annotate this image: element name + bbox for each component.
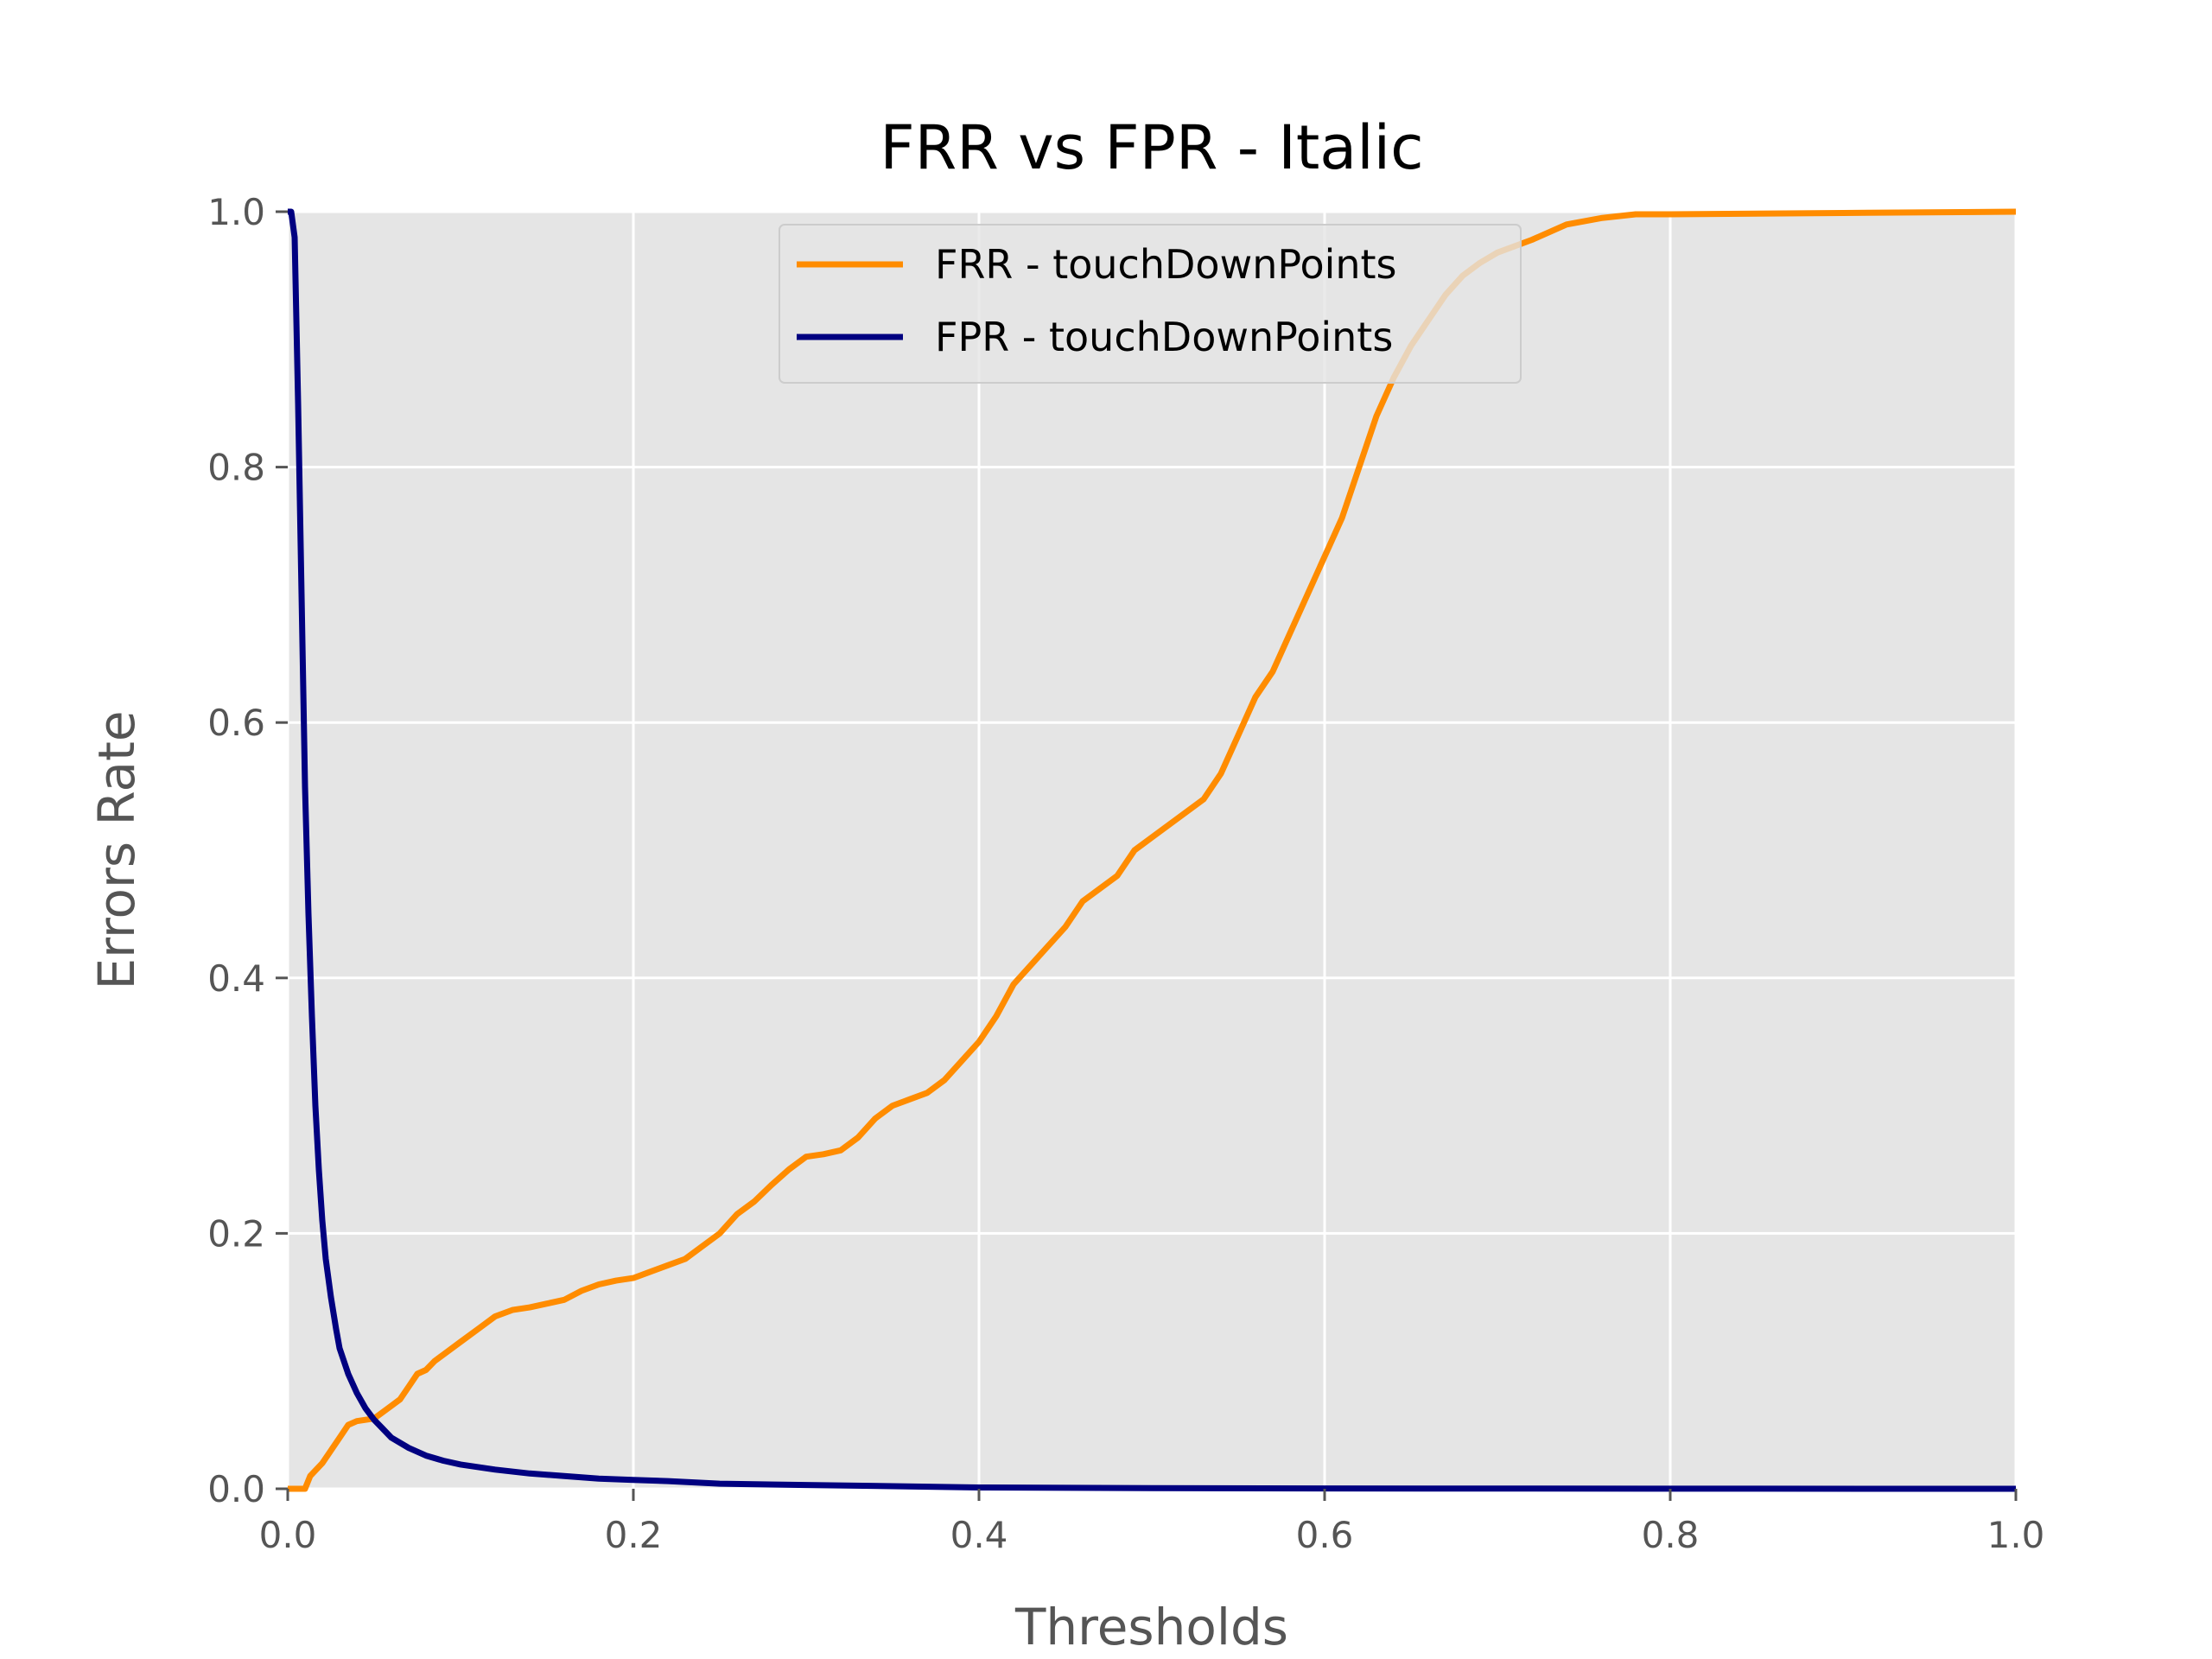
x-tick-label: 1.0 bbox=[1987, 1514, 2045, 1556]
legend: FRR - touchDownPoints FPR - touchDownPoi… bbox=[779, 224, 1522, 384]
y-tick-label: 0.0 bbox=[207, 1468, 265, 1510]
y-tick-label: 0.2 bbox=[207, 1212, 265, 1255]
y-tick-label: 0.8 bbox=[207, 447, 265, 489]
y-tick-label: 0.4 bbox=[207, 957, 265, 1000]
legend-box bbox=[779, 224, 1522, 384]
x-axis-title: Thresholds bbox=[1014, 1598, 1288, 1656]
y-axis-ticks: 0.0 0.2 0.4 0.6 0.8 1.0 bbox=[207, 191, 288, 1510]
series-layer bbox=[288, 208, 2017, 1492]
x-tick-label: 0.6 bbox=[1296, 1514, 1354, 1556]
y-tick-label: 1.0 bbox=[207, 191, 265, 233]
legend-label-frr: FRR - touchDownPoints bbox=[935, 241, 1397, 288]
y-tick-label: 0.6 bbox=[207, 702, 265, 744]
y-axis-title: Errors Rate bbox=[87, 710, 146, 989]
legend-label-fpr: FPR - touchDownPoints bbox=[935, 314, 1393, 360]
plot-area bbox=[288, 212, 2016, 1489]
x-tick-label: 0.0 bbox=[259, 1514, 317, 1556]
x-tick-label: 0.8 bbox=[1642, 1514, 1700, 1556]
frr-line bbox=[288, 208, 2017, 1492]
chart-title: FRR vs FPR - Italic bbox=[880, 112, 1423, 183]
x-tick-label: 0.2 bbox=[605, 1514, 663, 1556]
fpr-line bbox=[288, 208, 2017, 1492]
x-tick-label: 0.4 bbox=[950, 1514, 1008, 1556]
x-axis-ticks: 0.0 0.2 0.4 0.6 0.8 1.0 bbox=[259, 1489, 2045, 1556]
x-gridlines bbox=[286, 212, 2018, 1489]
